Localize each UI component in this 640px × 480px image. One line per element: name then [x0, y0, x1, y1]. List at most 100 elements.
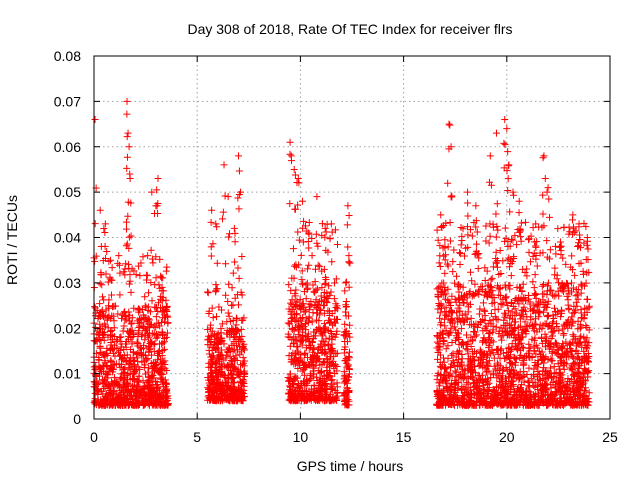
- data-point: [157, 398, 165, 406]
- data-point: [314, 242, 322, 250]
- data-point: [458, 355, 466, 363]
- data-point: [161, 376, 169, 384]
- data-point: [289, 245, 297, 253]
- data-point: [128, 340, 136, 348]
- data-point: [290, 165, 298, 173]
- data-point: [121, 368, 129, 376]
- data-point: [161, 360, 169, 368]
- data-point: [440, 279, 448, 287]
- data-point: [457, 241, 465, 249]
- data-point: [162, 267, 170, 275]
- data-point: [155, 368, 163, 376]
- data-point: [104, 278, 112, 286]
- data-point: [101, 242, 109, 250]
- data-point: [448, 192, 456, 200]
- data-point: [125, 357, 133, 365]
- data-point: [228, 301, 236, 309]
- data-point: [298, 197, 306, 205]
- x-tick-labels: 0 5 10 15 20 25: [90, 429, 618, 445]
- data-point: [118, 389, 126, 397]
- data-point: [105, 312, 113, 320]
- data-point: [441, 308, 449, 316]
- data-point: [436, 314, 444, 322]
- chart-title: Day 308 of 2018, Rate Of TEC Index for r…: [187, 21, 512, 37]
- data-point: [113, 378, 121, 386]
- data-point: [137, 259, 145, 267]
- data-point: [101, 375, 109, 383]
- data-point: [163, 312, 171, 320]
- data-point: [515, 209, 523, 217]
- data-point: [149, 381, 157, 389]
- data-point: [134, 377, 142, 385]
- data-point: [152, 274, 160, 282]
- data-point: [554, 225, 562, 233]
- data-point: [556, 370, 564, 378]
- data-point: [529, 278, 537, 286]
- data-point: [204, 288, 212, 296]
- data-point: [341, 320, 349, 328]
- data-point: [109, 361, 117, 369]
- data-point: [568, 252, 576, 260]
- data-point: [231, 258, 239, 266]
- data-point: [123, 240, 131, 248]
- data-point: [150, 387, 158, 395]
- data-point: [308, 252, 316, 260]
- data-point: [104, 382, 112, 390]
- data-point: [436, 262, 444, 270]
- data-point: [293, 179, 301, 187]
- data-point: [116, 269, 124, 277]
- data-point: [530, 284, 538, 292]
- data-point: [130, 331, 138, 339]
- data-point: [204, 325, 212, 333]
- data-point: [583, 237, 591, 245]
- data-point: [441, 322, 449, 330]
- data-point: [116, 291, 124, 299]
- data-point: [125, 401, 133, 409]
- data-point: [447, 193, 455, 201]
- data-point: [151, 401, 159, 409]
- data-point: [500, 139, 508, 147]
- data-point: [224, 298, 232, 306]
- data-point: [486, 232, 494, 240]
- data-point: [499, 300, 507, 308]
- data-point: [120, 377, 128, 385]
- data-point: [120, 268, 128, 276]
- data-point: [141, 293, 149, 301]
- data-point: [468, 232, 476, 240]
- data-point: [297, 251, 305, 259]
- data-point: [136, 272, 144, 280]
- y-tick-label: 0: [73, 411, 81, 427]
- data-point: [134, 306, 142, 314]
- data-point: [107, 331, 115, 339]
- data-point: [147, 321, 155, 329]
- data-point: [138, 386, 146, 394]
- data-point: [105, 296, 113, 304]
- data-point: [163, 329, 171, 337]
- data-point: [97, 400, 105, 408]
- data-point: [144, 390, 152, 398]
- data-point: [101, 357, 109, 365]
- data-point: [104, 371, 112, 379]
- data-point: [222, 291, 230, 299]
- data-point: [107, 256, 115, 264]
- data-point: [148, 297, 156, 305]
- data-point: [163, 385, 171, 393]
- data-point: [142, 395, 150, 403]
- data-point: [207, 252, 215, 260]
- data-point: [103, 344, 111, 352]
- data-point: [141, 336, 149, 344]
- data-point: [341, 287, 349, 295]
- data-point: [539, 210, 547, 218]
- data-point: [131, 368, 139, 376]
- data-point: [467, 268, 475, 276]
- data-point: [498, 336, 506, 344]
- data-point: [106, 275, 114, 283]
- data-point: [154, 330, 162, 338]
- data-point: [160, 380, 168, 388]
- data-point: [96, 206, 104, 214]
- data-point: [228, 284, 236, 292]
- x-tick-label: 0: [90, 429, 98, 445]
- data-point: [449, 350, 457, 358]
- data-point: [109, 303, 117, 311]
- data-point: [155, 319, 163, 327]
